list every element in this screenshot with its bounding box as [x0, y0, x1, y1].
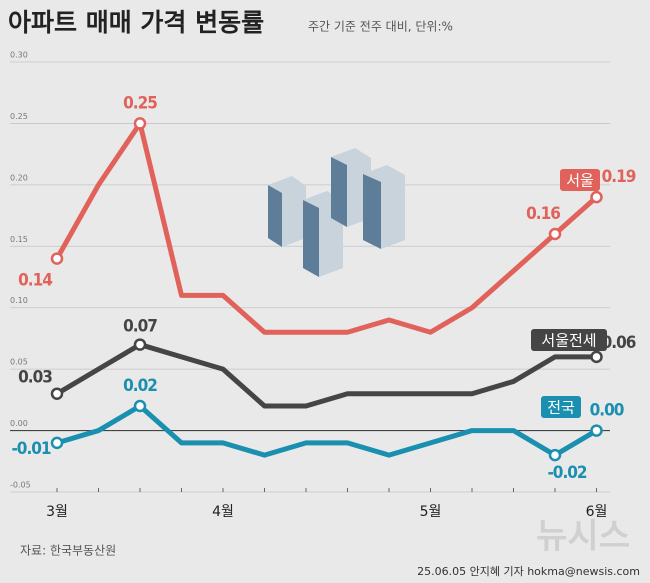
data-label: 0.06 — [602, 333, 636, 353]
series-line — [54, 120, 599, 335]
data-label: 0.16 — [526, 204, 560, 224]
data-label: 0.19 — [602, 167, 636, 187]
data-label: 0.02 — [123, 376, 157, 396]
y-tick-label: 0.20 — [10, 173, 28, 182]
y-tick-label: 0.30 — [10, 51, 28, 60]
chart-subtitle: 주간 기준 전주 대비, 단위:% — [308, 20, 453, 34]
data-point — [50, 252, 64, 265]
series-tag-box — [541, 396, 581, 418]
x-tick-label: 4월 — [212, 504, 234, 520]
building-icon — [268, 148, 405, 277]
data-point — [590, 424, 603, 437]
data-point — [590, 190, 603, 204]
data-point — [133, 399, 147, 413]
legend-label: 전국 — [547, 399, 575, 417]
data-point — [133, 117, 147, 130]
data-point — [548, 448, 562, 462]
data-label: 0.07 — [123, 317, 157, 337]
data-label: 0.25 — [123, 93, 157, 113]
x-tick-label: 3월 — [46, 504, 68, 520]
y-tick-label: 0.15 — [10, 235, 28, 244]
data-label: 0.03 — [18, 368, 52, 388]
credit: 25.06.05 안지혜 기자 hokma@newsis.com — [417, 565, 640, 578]
y-tick-label: -0.05 — [10, 481, 31, 490]
data-label: 0.00 — [590, 401, 624, 421]
data-point — [50, 387, 64, 400]
data-point — [590, 350, 603, 364]
legend-label: 서울 — [566, 172, 594, 190]
source: 자료: 한국부동산원 — [20, 544, 116, 558]
data-label: 0.14 — [18, 271, 52, 291]
series-tag-box — [531, 329, 607, 351]
y-tick-label: 0.10 — [10, 296, 28, 305]
chart-title: 아파트 매매 가격 변동률 — [8, 8, 264, 37]
data-point — [548, 227, 562, 241]
y-tick-label: 0.05 — [10, 358, 28, 367]
x-tick-label: 6월 — [586, 504, 608, 520]
data-label: -0.01 — [11, 439, 50, 459]
watermark: 뉴시스 — [536, 517, 630, 557]
y-tick-label: 0.25 — [10, 112, 28, 121]
series-line — [55, 342, 597, 409]
series-tag-box — [560, 169, 600, 191]
y-tick-label: 0.00 — [10, 419, 28, 428]
series-line — [56, 403, 598, 458]
legend-label: 서울전세 — [541, 332, 596, 350]
data-label: -0.02 — [547, 463, 586, 483]
data-point — [133, 338, 147, 351]
x-tick-label: 5월 — [420, 504, 442, 520]
data-point — [50, 436, 64, 450]
